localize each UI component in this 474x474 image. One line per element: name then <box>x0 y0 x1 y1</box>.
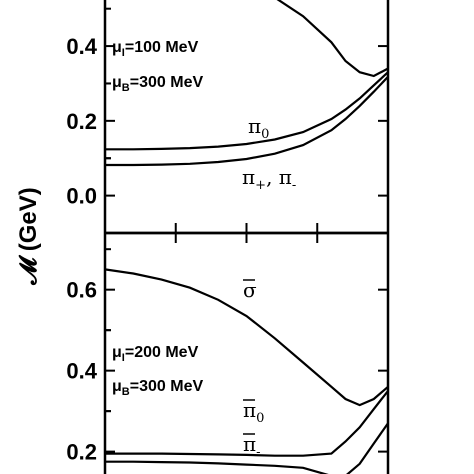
panel-1-series-0-line <box>104 268 389 407</box>
panel-0-tick-label: 0.2 <box>66 109 97 134</box>
panel-1-series-1-label: π0 <box>243 398 264 426</box>
panel-1-tick-label: 0.2 <box>66 440 97 465</box>
panel-0-tick-label: 0.0 <box>66 184 97 209</box>
panel-0-series-2-label: π+, π- <box>242 165 296 193</box>
panel-1-series-0-label: σ <box>243 278 257 302</box>
panel-0-series-0-line <box>276 0 389 78</box>
panel-0-series-1-line <box>105 71 389 151</box>
panel-0-tick-label: 0.4 <box>66 34 97 59</box>
panel-0-annotation-1: μB=300 MeV <box>112 74 203 94</box>
panel-1-tick-label: 0.4 <box>66 359 97 384</box>
panel-1-series-2-line <box>105 422 389 474</box>
panel-0-series-1-label: π0 <box>248 114 269 142</box>
panel-1-series-1-line <box>105 390 389 457</box>
panel-0-annotation-0: μI=100 MeV <box>112 39 199 59</box>
panel-1-series-2-label: π- <box>243 432 261 460</box>
panel-1-annotation-0: μI=200 MeV <box>112 344 199 364</box>
y-axis-label: 𝓜 (GeV) <box>15 187 42 286</box>
panel-1-annotation-1: μB=300 MeV <box>112 378 203 398</box>
panel-0-series-2-line <box>105 75 389 167</box>
panel-1-tick-label: 0.6 <box>66 278 97 303</box>
